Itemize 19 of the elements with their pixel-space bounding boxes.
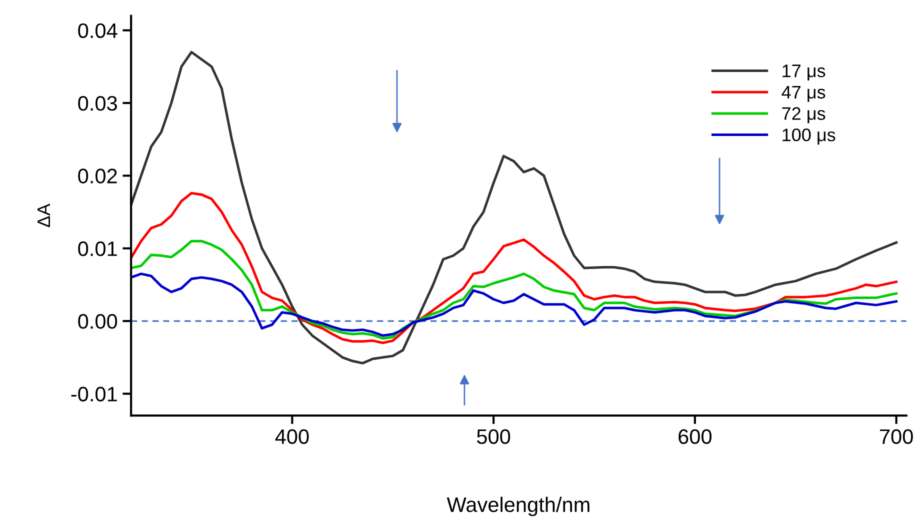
line-series	[131, 192, 898, 344]
y-tick-label: -0.01	[71, 386, 117, 402]
legend-label: 72 μs	[782, 107, 826, 124]
x-tick-label: 400	[275, 429, 309, 444]
y-tick-label: 0.00	[78, 314, 118, 329]
x-tick-label: 500	[477, 429, 510, 444]
legend-label: 17 μs	[782, 64, 826, 81]
y-axis-title: ΔA	[38, 204, 50, 228]
line-series	[131, 50, 898, 364]
y-tick-label: 0.04	[78, 23, 118, 38]
line-series	[131, 272, 898, 337]
legend-label: 47 μs	[782, 86, 826, 102]
x-tick-label: 700	[880, 429, 913, 444]
y-tick-label: 0.02	[78, 168, 117, 184]
y-tick-label: 0.01	[78, 241, 117, 256]
x-axis-title: Wavelength/nm	[446, 496, 590, 516]
y-tick-label: 0.03	[78, 96, 117, 111]
legend-label: 100 μs	[782, 128, 836, 145]
x-tick-label: 600	[678, 429, 712, 444]
